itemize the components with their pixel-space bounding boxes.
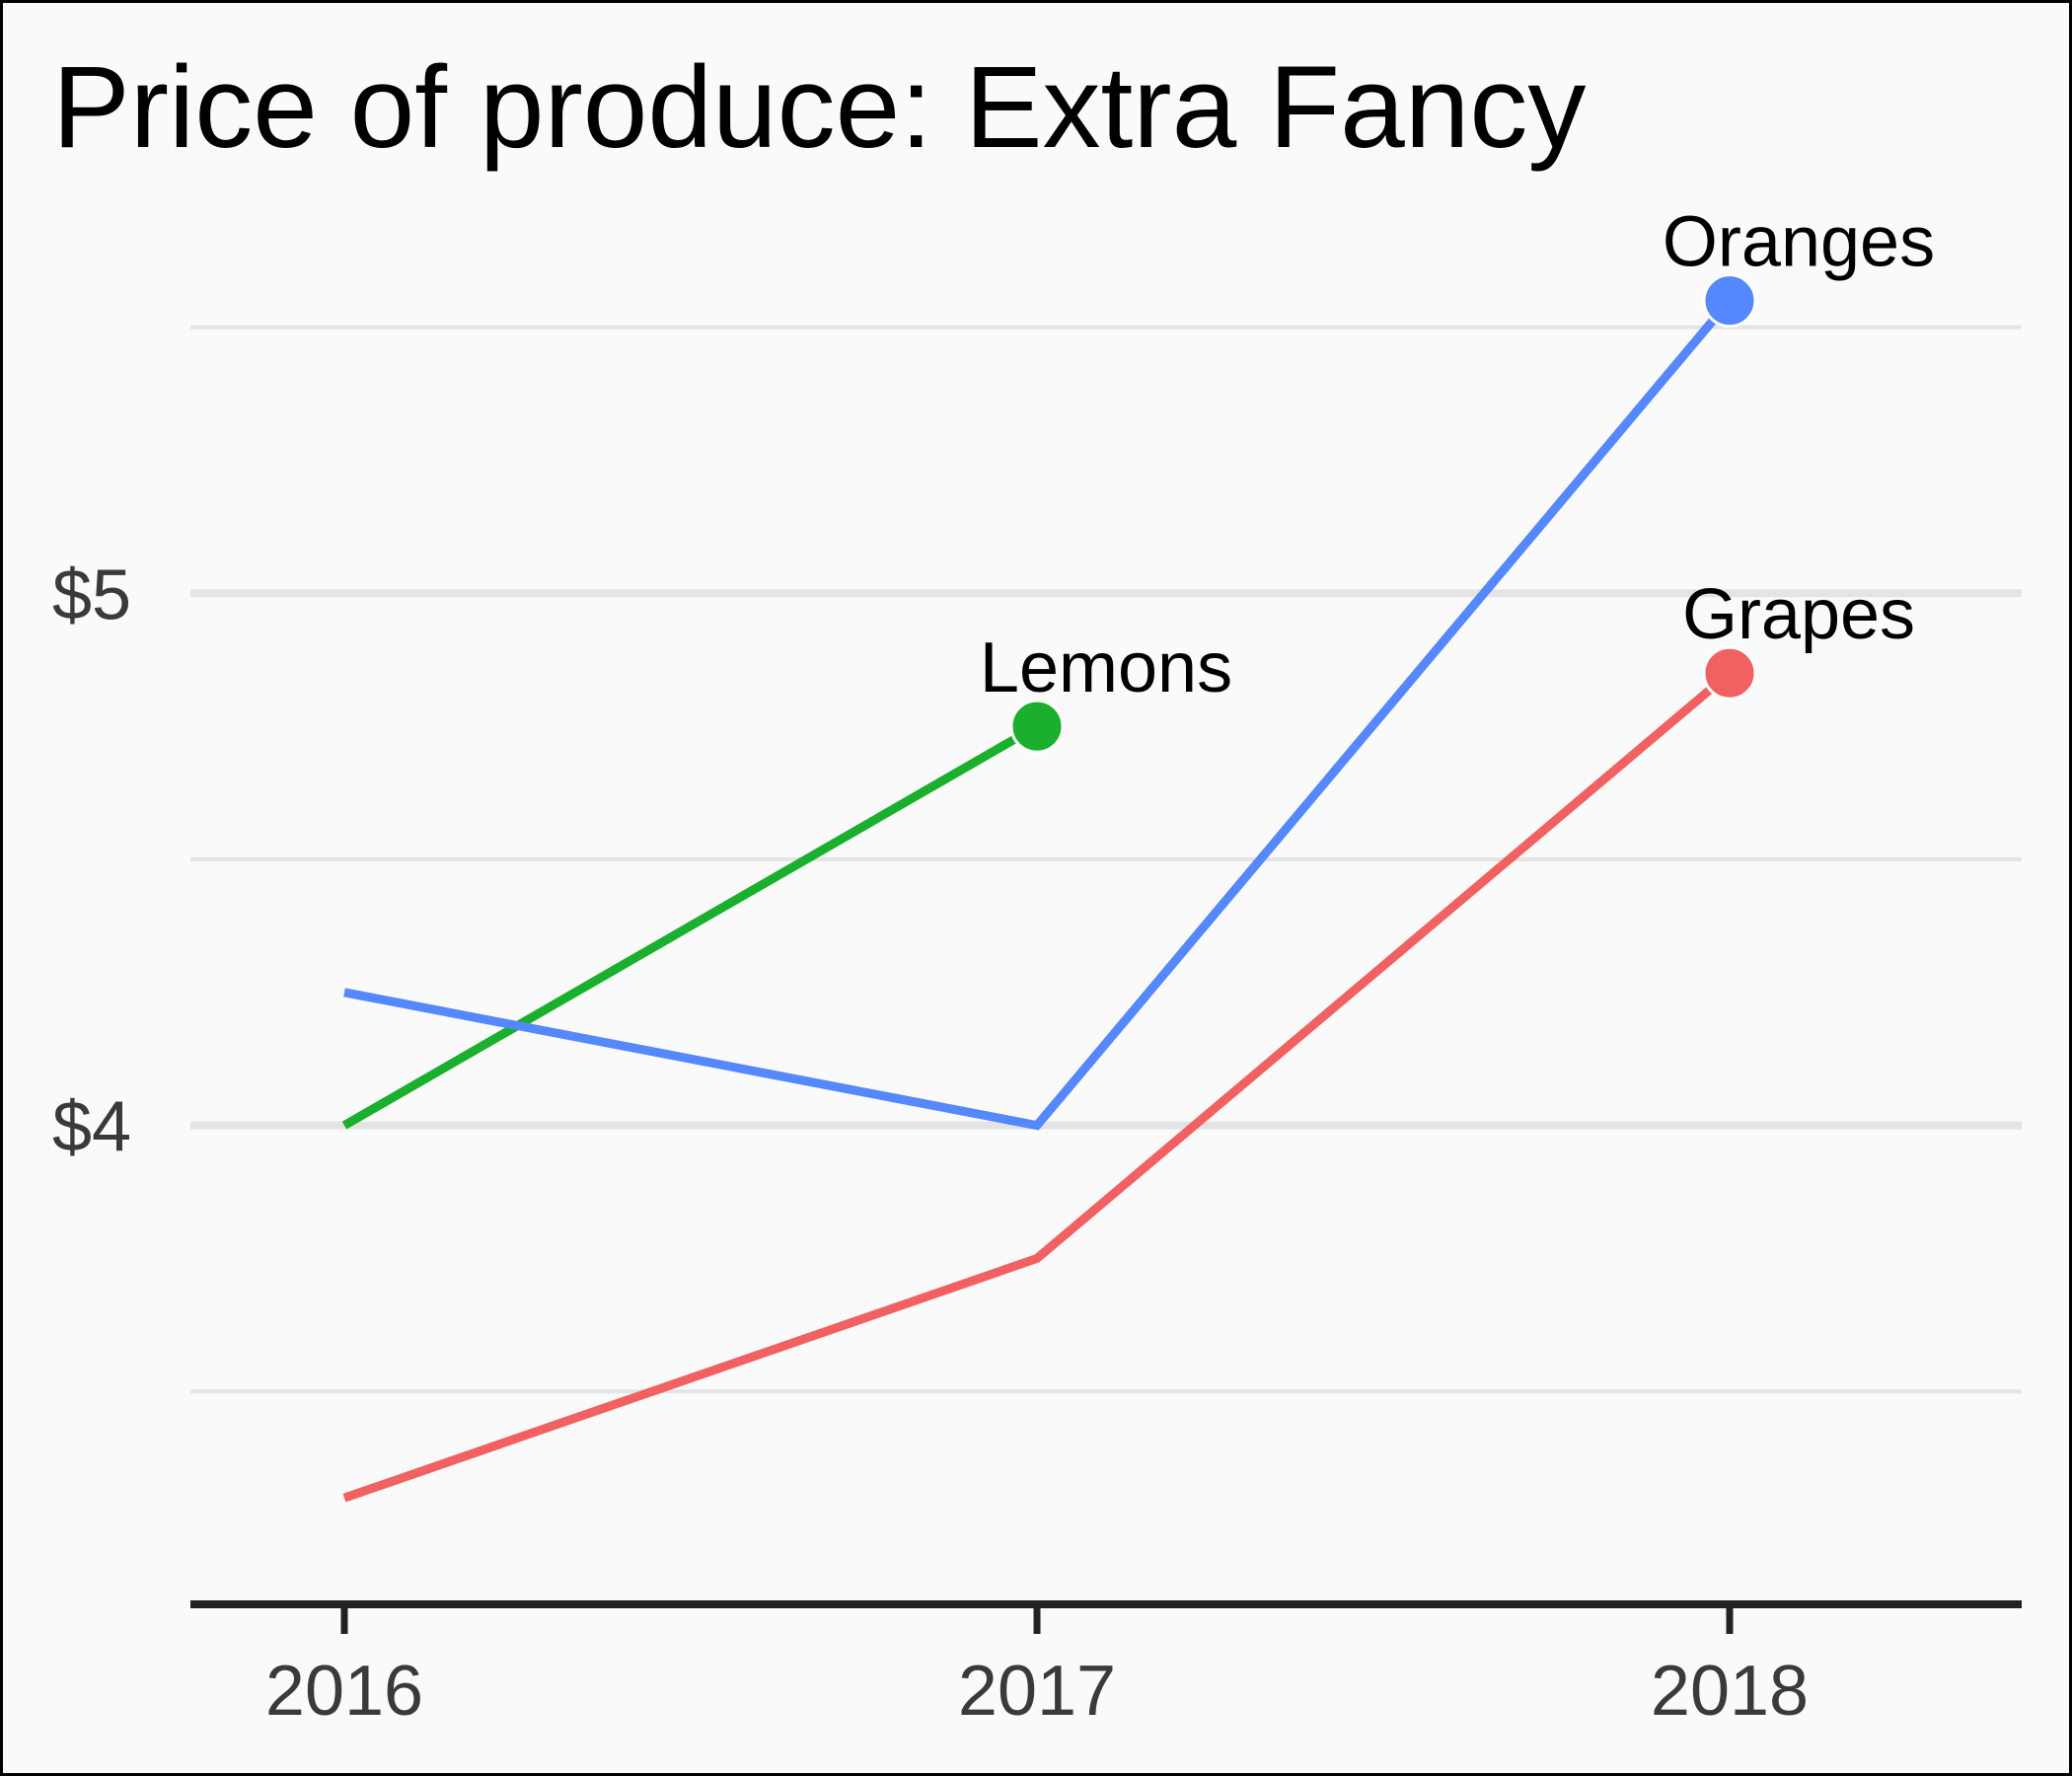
lemons-end-point — [1009, 699, 1065, 754]
x-axis: 2016 2017 2018 — [190, 1600, 2022, 1731]
series-labels: Lemons Oranges Grapes — [980, 203, 1935, 707]
y-tick-label: $5 — [52, 555, 131, 634]
grapes-line — [342, 669, 1733, 1503]
lemons-label: Lemons — [980, 629, 1232, 707]
x-tick-label: 2017 — [958, 1652, 1116, 1731]
x-tick-label: 2018 — [1651, 1652, 1809, 1731]
gridlines — [190, 325, 2022, 1394]
chart-title: Price of produce: Extra Fancy — [52, 42, 1587, 173]
lemons-line — [341, 722, 1040, 1130]
x-tick-label: 2016 — [265, 1652, 423, 1731]
oranges-end-point — [1702, 273, 1757, 329]
y-tick-label: $4 — [52, 1088, 131, 1167]
y-axis: $4 $5 — [52, 555, 131, 1166]
oranges-line — [343, 297, 1734, 1131]
grapes-end-point — [1702, 645, 1757, 701]
series-lines — [341, 273, 1757, 1503]
line-chart: $4 $5 2016 2017 2018 Lemons Oranges Grapes — [52, 203, 2022, 1731]
grapes-label: Grapes — [1682, 575, 1915, 654]
oranges-label: Oranges — [1663, 203, 1935, 282]
